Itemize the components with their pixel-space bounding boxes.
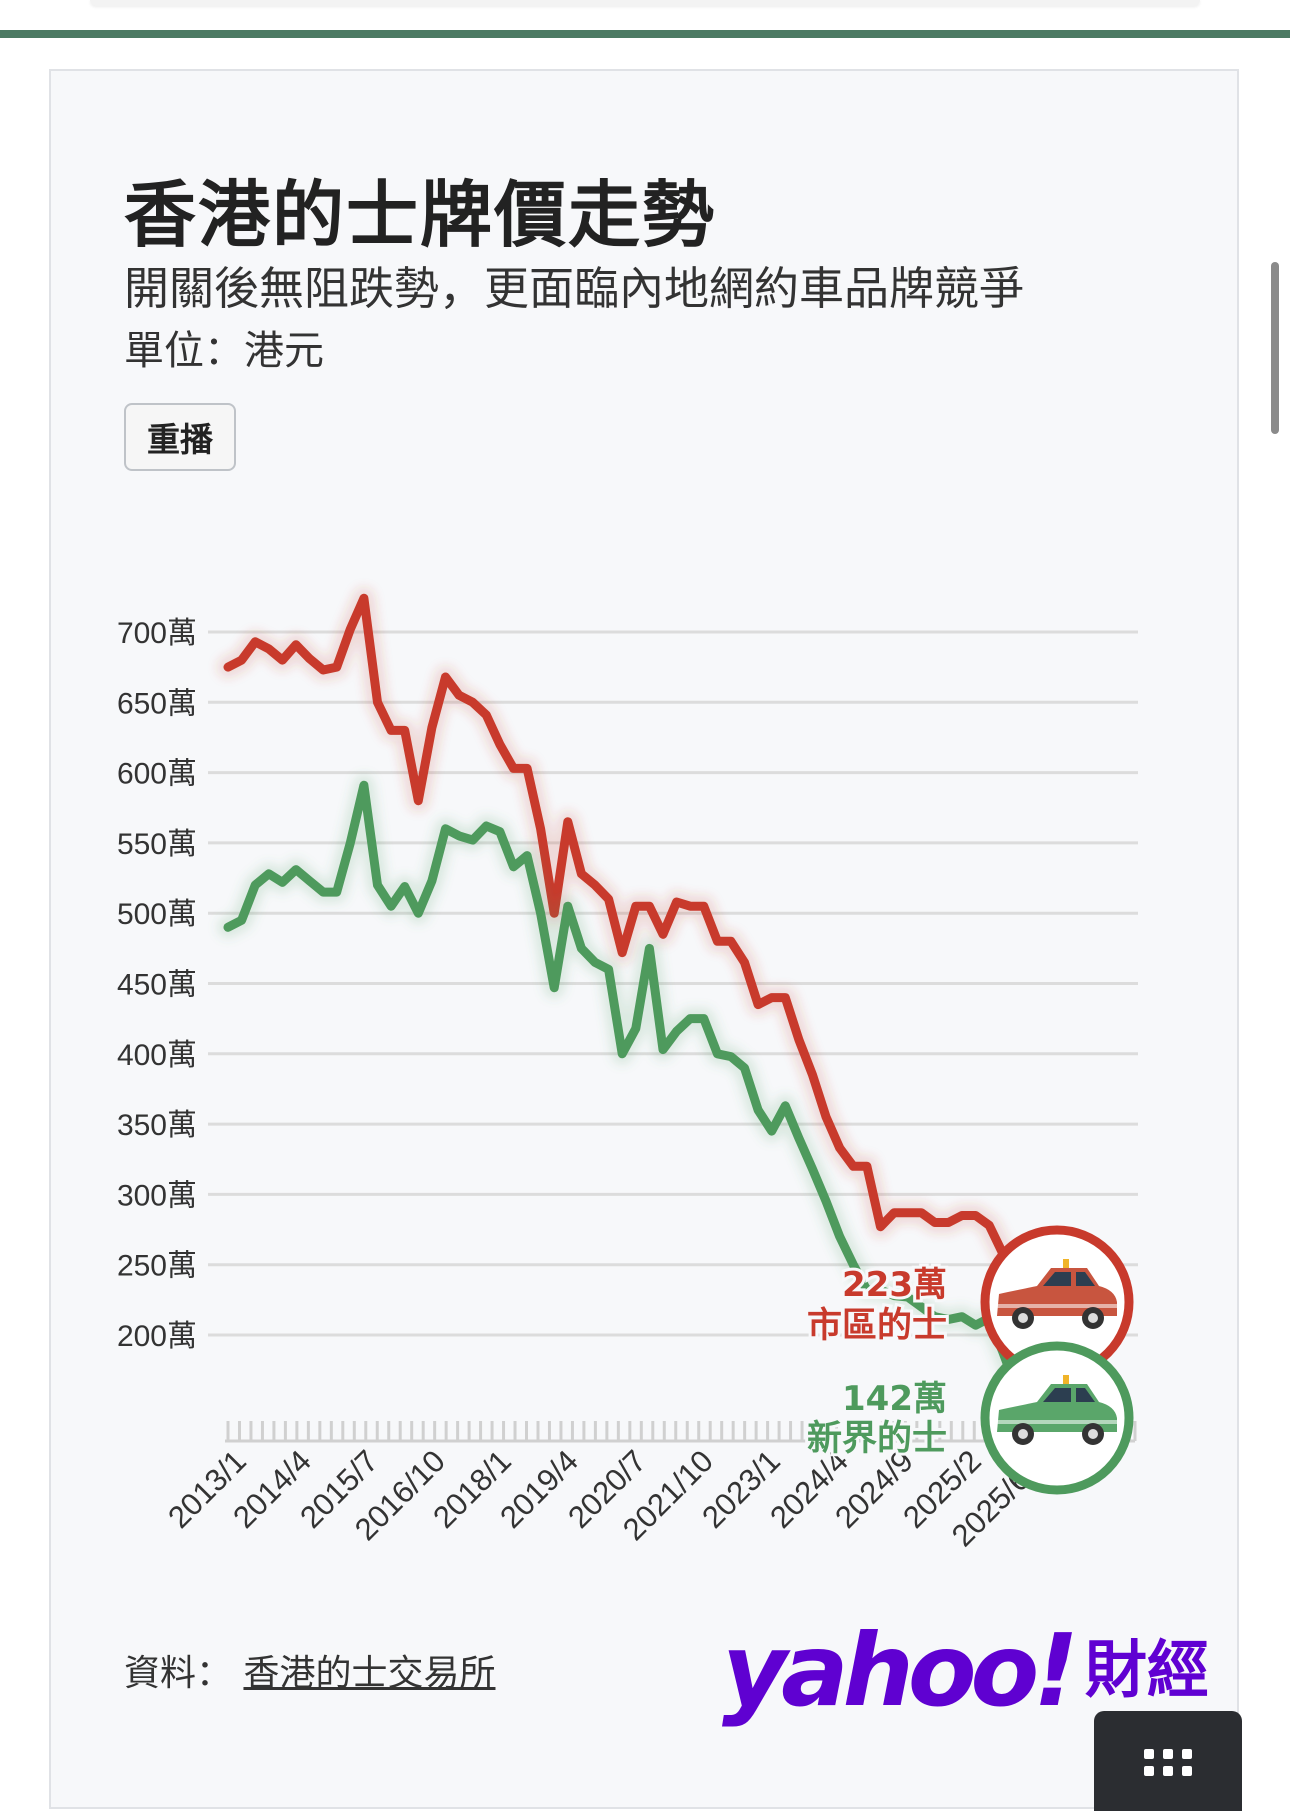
- menu-grid-icon: [1144, 1749, 1192, 1776]
- end-value-label: 142萬: [842, 1379, 947, 1419]
- menu-button[interactable]: [1094, 1711, 1242, 1811]
- y-tick-label: 550萬: [117, 828, 197, 861]
- y-tick-label: 700萬: [117, 617, 197, 650]
- series-glow: [217, 587, 1041, 1314]
- nt-taxi-icon: [980, 1341, 1134, 1495]
- y-tick-label: 400萬: [117, 1039, 197, 1072]
- yahoo-finance-logo: yahoo! 財經: [722, 1612, 1209, 1729]
- taxi-badges: [980, 1225, 1134, 1495]
- series-line-nt: [223, 780, 1035, 1421]
- y-tick-label: 650萬: [117, 687, 197, 720]
- unit-label: 單位：港元: [124, 328, 324, 374]
- y-tick-label: 200萬: [117, 1320, 197, 1353]
- top-edge: [90, 0, 1200, 6]
- finance-label: 財經: [1084, 1633, 1209, 1706]
- chart-subtitle: 開關後無阻跌勢，更面臨內地網約車品牌競爭: [124, 262, 1025, 315]
- y-tick-label: 600萬: [117, 758, 197, 791]
- series-name-label: 市區的士: [807, 1306, 947, 1346]
- y-tick-label: 250萬: [117, 1250, 197, 1283]
- y-tick-label: 450萬: [117, 969, 197, 1002]
- scrollbar[interactable]: [1271, 262, 1279, 434]
- end-value-label: 223萬: [842, 1265, 947, 1305]
- y-tick-label: 300萬: [117, 1179, 197, 1212]
- yahoo-wordmark: yahoo!: [722, 1612, 1079, 1729]
- series-name-label: 新界的士: [807, 1419, 947, 1459]
- chart-title: 香港的士牌價走勢: [124, 173, 717, 257]
- y-tick-label: 350萬: [117, 1109, 197, 1142]
- source-prefix: 資料：: [124, 1653, 233, 1694]
- y-axis: 700萬 650萬 600萬 550萬 500萬 450萬 400萬 350萬 300萬 250萬…: [117, 617, 197, 1353]
- y-tick-label: 500萬: [117, 898, 197, 931]
- source-link[interactable]: 香港的士交易所: [243, 1653, 496, 1694]
- line-chart: 700萬 650萬 600萬 550萬 500萬 450萬 400萬 350萬 300萬 250萬…: [117, 587, 1138, 1553]
- source-note: 資料： 香港的士交易所: [124, 1644, 495, 1696]
- header-accent-bar: [0, 30, 1290, 38]
- replay-button[interactable]: 重播: [124, 403, 236, 471]
- urban-taxi-icon: [980, 1225, 1134, 1379]
- series-line-urban: [223, 593, 1035, 1308]
- series-lines: [217, 587, 1041, 1428]
